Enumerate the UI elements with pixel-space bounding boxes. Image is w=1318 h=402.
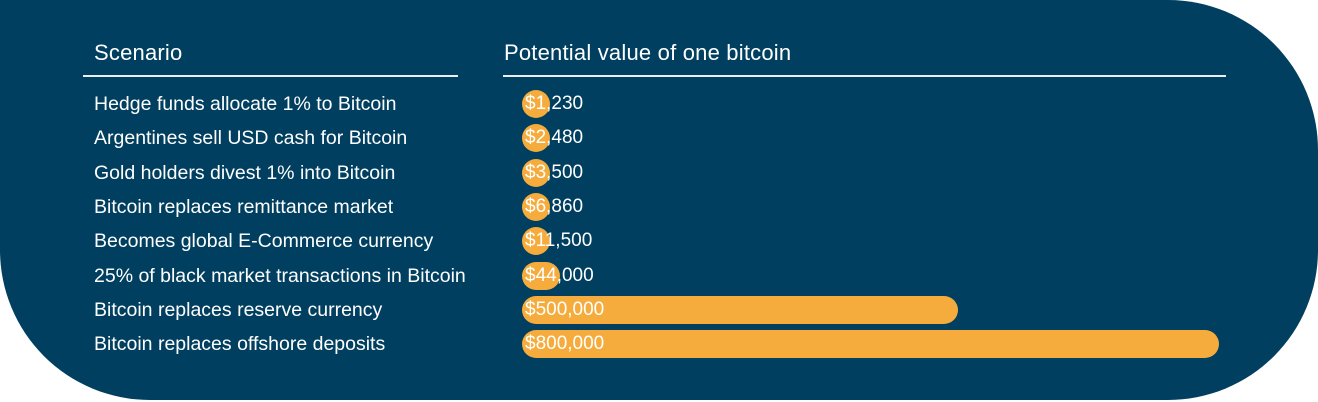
scenario-label: Gold holders divest 1% into Bitcoin xyxy=(94,161,396,184)
value-bar xyxy=(522,124,550,153)
scenario-header-rule xyxy=(83,75,458,77)
value-label: $500,000 xyxy=(525,298,605,320)
scenario-label: Bitcoin replaces reserve currency xyxy=(94,298,383,321)
value-bar xyxy=(522,158,550,187)
scenario-label: 25% of black market transactions in Bitc… xyxy=(94,264,466,287)
value-label: $44,000 xyxy=(525,264,594,286)
value-bar xyxy=(522,227,550,256)
value-bar xyxy=(522,295,958,324)
value-label: $6,860 xyxy=(525,195,584,217)
value-label: $11,500 xyxy=(525,230,593,252)
value-header-rule xyxy=(503,75,1226,77)
scenario-label: Argentines sell USD cash for Bitcoin xyxy=(94,127,408,150)
scenario-label: Bitcoin replaces offshore deposits xyxy=(94,333,386,356)
scenario-column-header: Scenario xyxy=(94,40,183,65)
value-label: $2,480 xyxy=(525,127,584,149)
value-bar xyxy=(522,330,1219,359)
value-label: $800,000 xyxy=(525,333,605,355)
value-bar xyxy=(522,192,550,221)
value-label: $1,230 xyxy=(525,93,584,114)
value-bar xyxy=(522,261,561,290)
value-bar xyxy=(522,90,550,118)
scenario-label: Bitcoin replaces remittance market xyxy=(94,195,394,218)
value-column-header: Potential value of one bitcoin xyxy=(504,40,792,65)
scenario-label: Hedge funds allocate 1% to Bitcoin xyxy=(94,93,397,115)
value-label: $3,500 xyxy=(525,161,584,183)
scenario-label: Becomes global E-Commerce currency xyxy=(94,230,434,253)
